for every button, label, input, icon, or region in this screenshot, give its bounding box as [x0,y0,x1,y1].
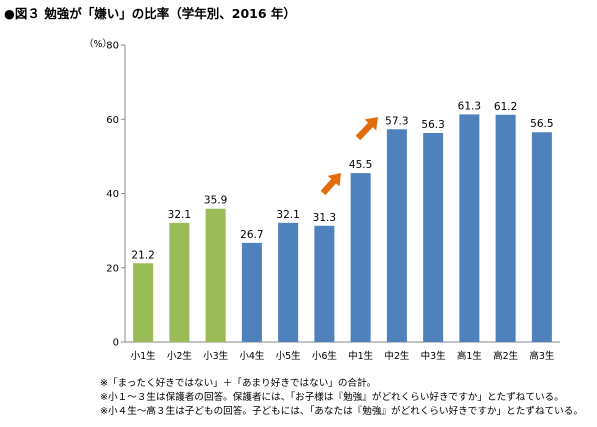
y-tick-label: 80 [106,41,119,52]
bar-chart: （%） 0 20 40 60 80 21.2 小1生 32.1 小2生 35.9 小3生 26.7 小4生… [84,38,560,362]
category-label: 高3生 [529,350,555,362]
y-axis-unit: （%） [84,38,112,50]
chart-title: ●図３ 勉強が「嫌い」の比率（学年別、2016 年） [4,6,296,21]
trend-arrow-1 [320,173,341,196]
bar [531,132,552,342]
bar [169,222,190,342]
category-label: 中2生 [384,350,410,362]
bar [314,225,335,342]
category-label: 高1生 [457,350,483,362]
y-tick-label: 60 [106,115,119,126]
value-label: 35.9 [204,195,227,207]
category-label: 小3生 [203,350,229,362]
value-label: 32.1 [276,209,299,221]
bar [350,173,371,342]
value-label: 31.3 [313,212,336,224]
bar [133,263,154,342]
category-label: 小2生 [167,350,193,362]
value-label: 61.3 [458,100,481,112]
value-label: 45.5 [349,159,372,171]
bar [241,242,262,342]
value-label: 26.7 [240,229,263,241]
footnotes: ※「まったく好きではない」＋「あまり好きではない」の合計。 ※小１～３生は保護者… [100,377,583,419]
category-label: 小4生 [239,350,265,362]
bar [459,114,480,342]
bar [278,222,299,342]
footnote-2: ※小１～３生は保護者の回答。保護者には、「お子様は『勉強』がどれくらい好きですか… [100,392,564,403]
y-tick-label: 40 [106,189,119,200]
value-label: 57.3 [385,115,408,127]
trend-arrow-2 [355,117,378,141]
y-tick-label: 20 [106,263,119,274]
category-label: 中1生 [348,350,374,362]
bar [423,132,444,342]
value-label: 56.5 [530,118,553,130]
value-label: 61.2 [494,101,517,113]
bar [386,129,407,342]
value-label: 21.2 [131,249,154,261]
bar [495,114,516,342]
bar [205,208,226,342]
value-label: 56.3 [421,119,444,131]
value-label: 32.1 [168,209,191,221]
footnote-3: ※小４生～高３生は子どもの回答。子どもには、「あなたは『勉強』がどれくらい好きで… [100,406,583,417]
footnote-1: ※「まったく好きではない」＋「あまり好きではない」の合計。 [100,378,377,389]
category-label: 小5生 [276,350,302,362]
category-label: 小6生 [312,350,338,362]
category-label: 中3生 [421,350,447,362]
category-label: 高2生 [493,350,519,362]
y-tick-label: 0 [113,338,119,349]
category-label: 小1生 [131,350,157,362]
